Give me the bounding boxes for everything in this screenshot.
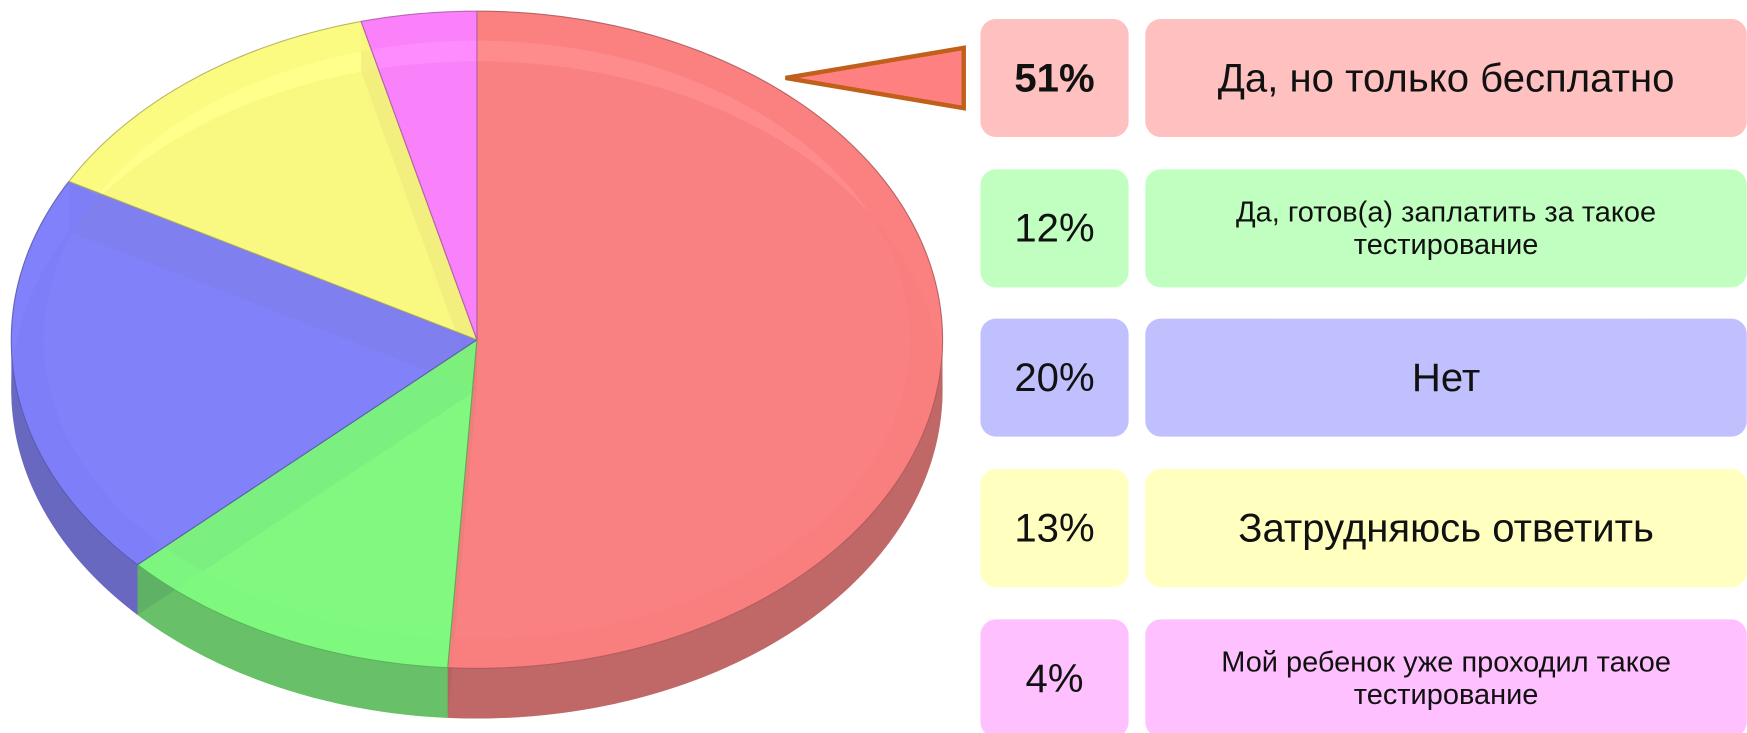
- pointer: [785, 45, 966, 111]
- value-label: 12%: [980, 168, 1129, 288]
- value-label: 4%: [980, 619, 1129, 733]
- pie: [10, 10, 944, 719]
- slice: [136, 338, 478, 669]
- category-label: Нет: [1145, 319, 1747, 438]
- value-label: 51%: [980, 18, 1129, 138]
- category-label: Да, но только бесплатно: [1145, 18, 1747, 138]
- category-label: Затрудняюсь ответить: [1145, 469, 1747, 588]
- slice-side: [137, 564, 448, 718]
- category-label: Мой ребенок уже проходил такое тестирова…: [1145, 619, 1747, 733]
- category-label: Да, готов(а) заплатить за такое тестиров…: [1145, 168, 1747, 288]
- value-label: 20%: [980, 319, 1129, 438]
- slice: [10, 180, 479, 566]
- slice-side: [447, 339, 943, 719]
- slice: [67, 20, 478, 341]
- slice-side: [11, 339, 138, 615]
- value-label: 13%: [980, 469, 1129, 588]
- slice: [447, 10, 944, 669]
- slice: [360, 10, 478, 340]
